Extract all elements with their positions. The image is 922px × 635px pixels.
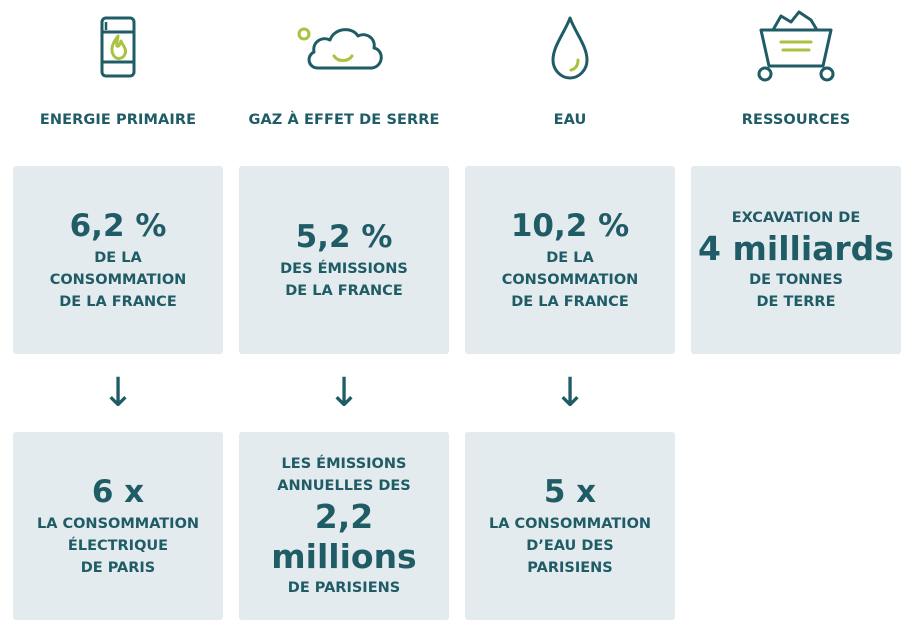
stat-box-eau: 10,2 % DE LA CONSOMMATION DE LA FRANCE bbox=[465, 166, 675, 354]
heading-eau: EAU bbox=[553, 112, 587, 128]
heading-ressources: RESSOURCES bbox=[741, 112, 851, 128]
column-eau: EAU 10,2 % DE LA CONSOMMATION DE LA FRAN… bbox=[465, 0, 691, 635]
comparison-line: LA CONSOMMATION bbox=[488, 516, 652, 532]
stat-line: DES ÉMISSIONS bbox=[280, 261, 408, 277]
stat-line: CONSOMMATION bbox=[49, 272, 187, 288]
stat-line: DE LA bbox=[94, 250, 142, 266]
comparison-line: DE PARISIENS bbox=[287, 580, 401, 596]
comparison-value: 5 x bbox=[543, 474, 597, 510]
heading-energie-primaire: ENERGIE PRIMAIRE bbox=[39, 112, 197, 128]
comparison-box-gaz-effet-de-serre: LES ÉMISSIONS ANNUELLES DES 2,2 millions… bbox=[239, 432, 449, 620]
stat-value: 5,2 % bbox=[295, 219, 393, 255]
comparison-line: D’EAU DES bbox=[526, 538, 614, 554]
down-arrow-icon: ↓ bbox=[101, 370, 135, 416]
heading-gaz-effet-de-serre: GAZ À EFFET DE SERRE bbox=[248, 112, 440, 128]
stat-box-energie-primaire: 6,2 % DE LA CONSOMMATION DE LA FRANCE bbox=[13, 166, 223, 354]
stat-line: DE TONNES bbox=[749, 272, 843, 288]
stat-line: DE LA FRANCE bbox=[285, 283, 403, 299]
comparison-line: PARISIENS bbox=[527, 560, 613, 576]
stat-line: DE TERRE bbox=[756, 294, 836, 310]
column-gaz-effet-de-serre: GAZ À EFFET DE SERRE 5,2 % DES ÉMISSIONS… bbox=[239, 0, 465, 635]
down-arrow-icon: ↓ bbox=[327, 370, 361, 416]
column-ressources: RESSOURCES EXCAVATION DE 4 milliards DE … bbox=[691, 0, 917, 635]
stat-value: 10,2 % bbox=[510, 208, 630, 244]
comparison-line: ÉLECTRIQUE bbox=[67, 538, 169, 554]
comparison-line: LES ÉMISSIONS bbox=[281, 456, 407, 472]
stat-value: 4 milliards bbox=[698, 229, 894, 268]
comparison-box-energie-primaire: 6 x LA CONSOMMATION ÉLECTRIQUE DE PARIS bbox=[13, 432, 223, 620]
comparison-value: 2,2 millions bbox=[271, 497, 417, 576]
mine-cart-icon bbox=[757, 10, 835, 82]
comparison-line: LA CONSOMMATION bbox=[36, 516, 200, 532]
comparison-line: ANNUELLES DES bbox=[277, 478, 411, 494]
cloud-icon bbox=[297, 27, 383, 70]
comparison-line: DE PARIS bbox=[80, 560, 156, 576]
down-arrow-icon: ↓ bbox=[553, 370, 587, 416]
stat-box-gaz-effet-de-serre: 5,2 % DES ÉMISSIONS DE LA FRANCE bbox=[239, 166, 449, 354]
comparison-box-eau: 5 x LA CONSOMMATION D’EAU DES PARISIENS bbox=[465, 432, 675, 620]
stat-value: 6,2 % bbox=[69, 208, 167, 244]
stat-box-ressources: EXCAVATION DE 4 milliards DE TONNES DE T… bbox=[691, 166, 901, 354]
water-drop-icon bbox=[551, 16, 589, 80]
comparison-value: 6 x bbox=[91, 474, 145, 510]
barrel-flame-icon bbox=[100, 16, 136, 78]
column-energie-primaire: ENERGIE PRIMAIRE 6,2 % DE LA CONSOMMATIO… bbox=[13, 0, 239, 635]
stat-line: DE LA FRANCE bbox=[59, 294, 177, 310]
stat-line: DE LA FRANCE bbox=[511, 294, 629, 310]
stat-line: EXCAVATION DE bbox=[731, 210, 861, 226]
stat-line: DE LA bbox=[546, 250, 594, 266]
stat-line: CONSOMMATION bbox=[501, 272, 639, 288]
